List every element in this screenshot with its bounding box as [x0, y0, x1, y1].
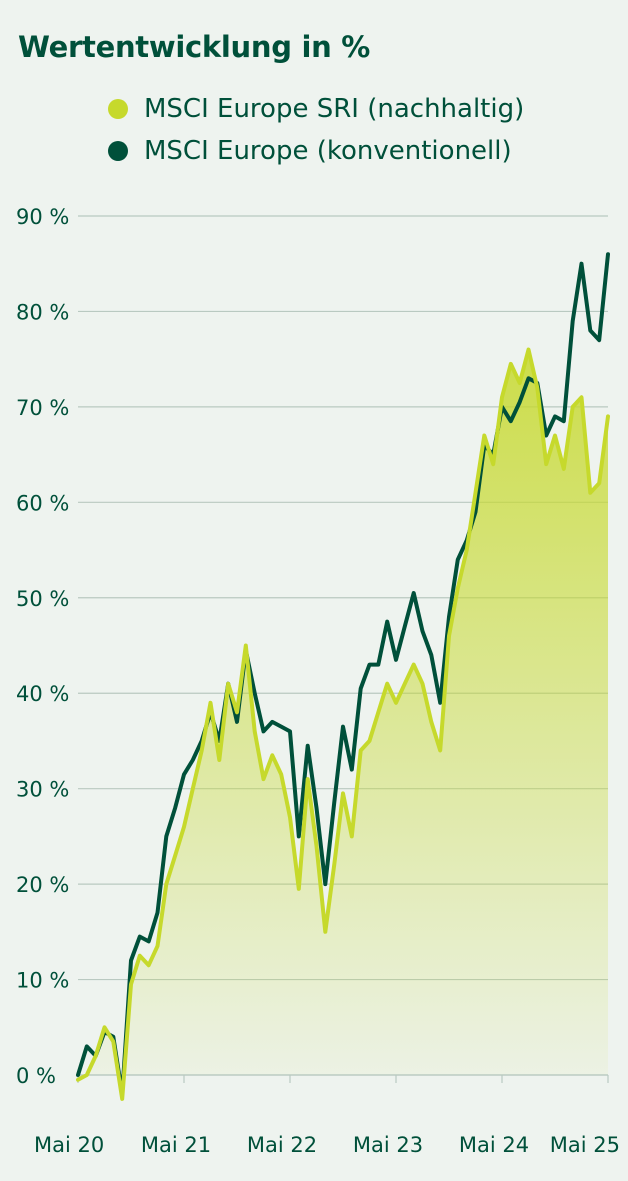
x-tick-label: Mai 20: [34, 1133, 104, 1157]
y-tick-label: 80 %: [16, 300, 69, 324]
y-tick-label: 40 %: [16, 682, 69, 706]
legend-label-conventional: MSCI Europe (konventionell): [144, 136, 512, 166]
x-tick-label: Mai 23: [353, 1133, 423, 1157]
y-tick-label: 90 %: [16, 205, 69, 229]
legend-item-sri: MSCI Europe SRI (nachhaltig): [108, 88, 524, 130]
y-tick-label: 50 %: [16, 587, 69, 611]
series-line-sri: [76, 347, 610, 1101]
chart-legend: MSCI Europe SRI (nachhaltig) MSCI Europe…: [108, 88, 524, 172]
legend-dot-sri: [108, 99, 128, 119]
legend-label-sri: MSCI Europe SRI (nachhaltig): [144, 94, 525, 124]
legend-item-conventional: MSCI Europe (konventionell): [108, 130, 524, 172]
sri-area-fill: [78, 349, 608, 1099]
x-tick-label: Mai 22: [247, 1133, 317, 1157]
chart-title: Wertentwicklung in %: [18, 30, 370, 64]
y-tick-label: 20 %: [16, 873, 69, 897]
y-tick-label: 70 %: [16, 396, 69, 420]
x-tick-label: Mai 21: [141, 1133, 211, 1157]
y-tick-label: 60 %: [16, 491, 69, 515]
x-tick-label: Mai 24: [459, 1133, 529, 1157]
legend-dot-conventional: [108, 141, 128, 161]
series-line-conventional: [76, 252, 610, 1097]
y-tick-label: 10 %: [16, 969, 69, 993]
y-tick-label: 0 %: [16, 1064, 56, 1088]
x-tick-label: Mai 25: [550, 1133, 620, 1157]
y-tick-label: 30 %: [16, 778, 69, 802]
